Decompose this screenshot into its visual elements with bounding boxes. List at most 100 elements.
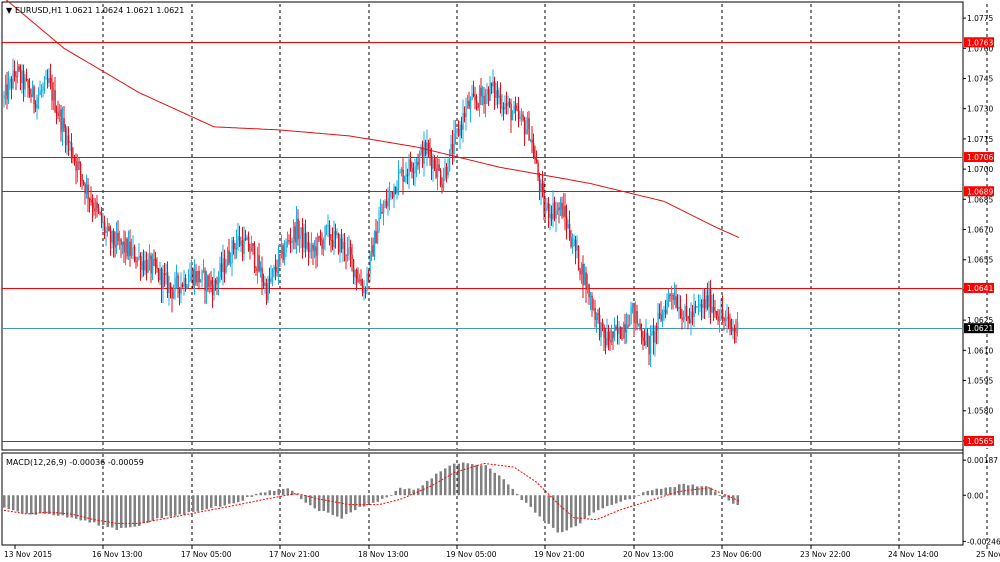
candle-body	[208, 280, 211, 288]
candle-body	[463, 112, 466, 118]
macd-histogram-bar	[705, 486, 708, 496]
macd-histogram-bar	[561, 495, 564, 533]
x-tick-label: 13 Nov 2015	[4, 550, 52, 559]
candle-body	[648, 336, 650, 355]
candle-body	[112, 230, 115, 245]
macd-histogram-bar	[304, 495, 307, 503]
candle-body	[732, 328, 734, 332]
candle-body	[435, 168, 437, 178]
macd-histogram-bar	[201, 495, 204, 511]
macd-histogram-bar	[30, 495, 33, 515]
candle-body	[183, 278, 185, 287]
candle-body	[262, 282, 265, 287]
macd-histogram-bar	[16, 495, 19, 512]
macd-histogram-bar	[489, 468, 492, 496]
candle-body	[345, 254, 347, 256]
candle-body	[631, 303, 634, 307]
macd-histogram-bar	[309, 495, 312, 506]
macd-histogram-bar	[237, 495, 240, 503]
candle-body	[432, 159, 434, 169]
candle-body	[471, 93, 473, 100]
x-tick-label: 17 Nov 21:00	[269, 550, 320, 559]
candle-body	[574, 239, 577, 251]
candle-body	[448, 149, 451, 171]
candle-body	[12, 70, 14, 89]
candle-body	[537, 162, 539, 178]
candle-body	[70, 142, 73, 157]
candle-body	[214, 280, 217, 284]
macd-histogram-bar	[660, 488, 663, 496]
macd-histogram-bar	[363, 495, 366, 507]
candle-body	[184, 278, 187, 289]
candle-body	[724, 318, 727, 322]
macd-histogram-bar	[610, 495, 613, 505]
macd-histogram-bar	[133, 495, 136, 527]
candle-body	[543, 191, 545, 215]
candle-body	[192, 269, 194, 286]
candle-body	[61, 118, 64, 132]
candle-body	[223, 258, 226, 273]
macd-signal-line	[3, 462, 740, 524]
candle-body	[577, 245, 580, 270]
candles-layer	[3, 58, 739, 367]
candle-body	[39, 90, 41, 95]
candle-body	[370, 245, 373, 254]
x-tick-label: 23 Nov 06:00	[711, 550, 762, 559]
candle-body	[28, 87, 31, 95]
candle-body	[595, 313, 598, 320]
candle-body	[319, 238, 322, 240]
macd-histogram-bar	[327, 495, 330, 513]
candle-body	[225, 265, 227, 273]
macd-histogram-bar	[700, 486, 703, 496]
candle-body	[558, 207, 560, 210]
candle-body	[63, 118, 65, 128]
candle-body	[444, 166, 446, 179]
candle-body	[573, 239, 575, 246]
macd-histogram-bar	[322, 495, 325, 511]
candle-body	[429, 148, 431, 157]
macd-histogram-bar	[597, 495, 600, 511]
candle-body	[402, 169, 404, 182]
candle-body	[333, 231, 335, 248]
candle-body	[652, 331, 655, 343]
candle-body	[324, 226, 326, 241]
macd-histogram-bar	[106, 495, 109, 528]
y-tick-label: 1.0580	[967, 407, 993, 416]
macd-histogram-bar	[300, 495, 303, 500]
macd-histogram-bar	[385, 495, 388, 498]
candle-body	[361, 285, 364, 293]
candle-body	[94, 202, 97, 212]
macd-histogram-bar	[192, 495, 195, 512]
macd-histogram-bar	[601, 495, 604, 509]
candle-body	[130, 248, 133, 256]
menu-triangle-icon[interactable]: ▼	[6, 6, 13, 15]
macd-histogram-bar	[592, 495, 595, 513]
macd-title: MACD(12,26,9) -0.00036 -0.00059	[6, 458, 144, 467]
candle-body	[564, 205, 566, 218]
candle-body	[231, 240, 233, 263]
candle-body	[147, 259, 149, 273]
macd-histogram-bar	[147, 495, 150, 523]
candle-body	[621, 338, 623, 340]
macd-histogram-bar	[66, 495, 69, 518]
candle-body	[628, 323, 631, 327]
candle-body	[700, 304, 703, 308]
candle-body	[636, 310, 638, 325]
x-tick-label: 19 Nov 21:00	[534, 550, 585, 559]
candle-body	[108, 226, 110, 232]
candle-body	[60, 109, 62, 132]
macd-histogram-bar	[196, 495, 199, 512]
candle-body	[153, 259, 155, 261]
candle-body	[469, 99, 472, 109]
candle-body	[480, 87, 482, 97]
macd-histogram-bar	[628, 495, 631, 500]
candle-body	[363, 289, 365, 293]
macd-histogram-bar	[376, 495, 379, 502]
candle-body	[325, 225, 328, 227]
candle-body	[504, 103, 506, 110]
candle-body	[294, 226, 296, 243]
candle-body	[312, 244, 314, 252]
candle-body	[156, 267, 158, 269]
x-tick-label: 24 Nov 14:00	[888, 550, 939, 559]
